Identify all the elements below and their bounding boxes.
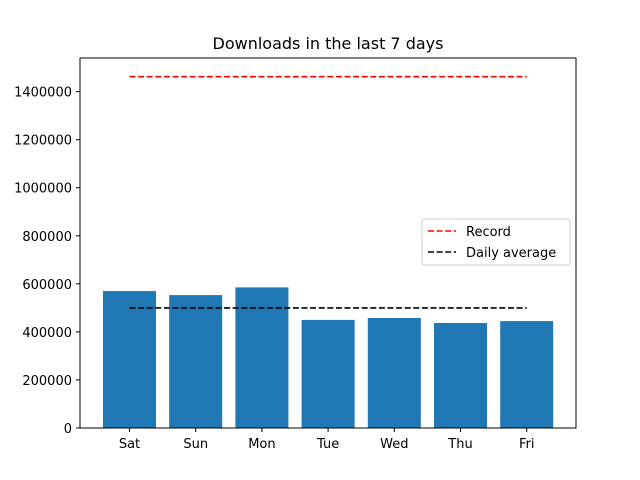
y-tick-label: 1000000 — [14, 182, 72, 197]
x-tick-label: Fri — [519, 437, 535, 452]
bar-mon — [235, 287, 289, 428]
bar-tue — [301, 319, 355, 428]
y-axis: 0 200000 400000 600000 800000 1000000 1200000 1… — [14, 86, 80, 437]
y-tick-label: 200000 — [22, 374, 72, 389]
legend-label: Daily average — [466, 246, 556, 261]
bar-sun — [169, 295, 223, 428]
y-tick-label: 0 — [64, 422, 72, 437]
y-tick-label: 1400000 — [14, 86, 72, 101]
bar-sat — [103, 291, 156, 428]
x-tick-label: Tue — [316, 437, 339, 452]
legend: Record Daily average — [421, 218, 571, 266]
x-tick-label: Wed — [380, 437, 408, 452]
y-tick-label: 800000 — [22, 230, 72, 245]
x-tick-label: Sun — [183, 437, 208, 452]
chart-title: Downloads in the last 7 days — [213, 34, 444, 53]
y-tick-label: 400000 — [22, 326, 72, 341]
x-tick-label: Thu — [447, 437, 472, 452]
x-axis: Sat Sun Mon Tue Wed Thu Fri — [119, 428, 535, 452]
legend-box — [421, 218, 571, 266]
x-tick-label: Sat — [119, 437, 140, 452]
bar-wed — [367, 318, 421, 428]
x-tick-label: Mon — [248, 437, 275, 452]
y-tick-label: 1200000 — [14, 134, 72, 149]
bar-thu — [434, 323, 487, 428]
y-tick-label: 600000 — [22, 278, 72, 293]
bars-group — [103, 287, 554, 428]
reference-lines-group — [129, 75, 527, 309]
bar-fri — [500, 321, 554, 428]
legend-label: Record — [466, 225, 511, 240]
